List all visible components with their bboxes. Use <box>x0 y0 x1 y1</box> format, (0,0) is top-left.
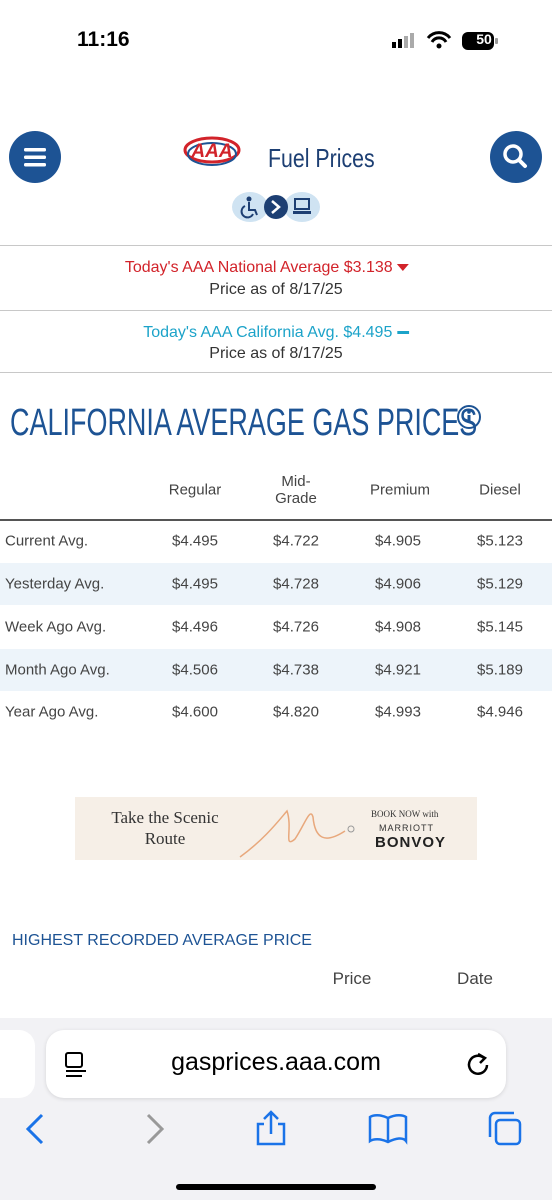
price-cell: $4.496 <box>172 618 218 636</box>
records-column: Price <box>332 969 372 988</box>
bookmarks-button[interactable] <box>368 1114 408 1145</box>
back-button[interactable] <box>25 1113 44 1145</box>
price-cell: $5.189 <box>477 661 523 679</box>
price-cell: $4.506 <box>172 661 218 679</box>
reader-icon[interactable] <box>62 1050 90 1078</box>
ad-tagline: Take the Scenic Route <box>111 808 219 848</box>
national-text: Today's AAA National Average $3.138 <box>124 259 393 276</box>
price-cell: $4.820 <box>273 703 319 721</box>
price-cell: $4.722 <box>273 532 319 550</box>
ad-banner[interactable]: Take the Scenic Route BOOK NOW with MARR… <box>75 797 477 860</box>
national-date: Price as of 8/17/25 <box>209 281 343 298</box>
down-arrow <box>397 264 410 271</box>
ad-cta: BOOK NOW with <box>371 809 439 819</box>
state-average: Today's AAA California Avg. $4.495 <box>143 324 409 342</box>
column-header: Premium <box>370 481 431 499</box>
address-bar[interactable] <box>46 1030 506 1098</box>
row-label: Current Avg. <box>5 532 89 550</box>
ad-brand: BONVOY <box>375 834 447 851</box>
national-average: Today's AAA National Average $3.138 <box>124 259 410 277</box>
price-cell: $4.921 <box>375 661 421 679</box>
tabs-button[interactable] <box>488 1111 522 1146</box>
share-button[interactable] <box>256 1110 286 1146</box>
battery-level: 50 <box>476 31 492 47</box>
column-header: Regular <box>168 481 222 499</box>
divider <box>0 372 552 373</box>
table-header-rule <box>0 519 552 521</box>
info-icon[interactable] <box>456 404 482 430</box>
column-header: Diesel <box>479 481 521 499</box>
price-cell: $4.728 <box>273 575 319 593</box>
row-label: Week Ago Avg. <box>5 618 107 636</box>
state-text: Today's AAA California Avg. $4.495 <box>143 324 393 341</box>
accessibility-button[interactable] <box>230 190 324 226</box>
records-title: HIGHEST RECORDED AVERAGE PRICE <box>12 932 312 949</box>
status-time: 11:16 <box>77 28 130 51</box>
row-stripe <box>0 563 552 605</box>
ad-swirl <box>239 809 355 858</box>
price-cell: $4.495 <box>172 575 218 593</box>
price-cell: $4.993 <box>375 703 421 721</box>
price-cell: $4.906 <box>375 575 421 593</box>
search-button[interactable] <box>490 131 542 183</box>
reload-button[interactable] <box>464 1050 492 1078</box>
price-cell: $5.129 <box>477 575 523 593</box>
price-cell: $4.908 <box>375 618 421 636</box>
divider <box>0 310 552 311</box>
row-stripe <box>0 649 552 691</box>
home-indicator <box>176 1184 376 1190</box>
divider <box>0 245 552 246</box>
price-cell: $4.738 <box>273 661 319 679</box>
price-cell: $5.123 <box>477 532 523 550</box>
row-label: Year Ago Avg. <box>5 703 99 721</box>
records-column: Date <box>457 969 493 988</box>
ad-brand-top: MARRIOTT <box>379 823 434 833</box>
price-cell: $4.726 <box>273 618 319 636</box>
page-title: Fuel Prices <box>268 143 375 173</box>
flat-indicator <box>396 331 409 334</box>
row-label: Yesterday Avg. <box>5 575 105 593</box>
status-icons <box>392 31 498 50</box>
section-heading: CALIFORNIA AVERAGE GAS PRICES <box>10 402 478 444</box>
state-date: Price as of 8/17/25 <box>209 345 343 362</box>
menu-button[interactable] <box>9 131 61 183</box>
price-cell: $4.946 <box>477 703 523 721</box>
url[interactable]: gasprices.aaa.com <box>171 1048 381 1076</box>
column-header: Mid-Grade <box>275 473 317 507</box>
price-cell: $4.600 <box>172 703 218 721</box>
aaa-logo[interactable]: AAA <box>182 133 242 175</box>
forward-button[interactable] <box>146 1113 165 1145</box>
row-label: Month Ago Avg. <box>5 661 110 679</box>
price-cell: $4.905 <box>375 532 421 550</box>
price-cell: $4.495 <box>172 532 218 550</box>
price-cell: $5.145 <box>477 618 523 636</box>
logo-text: AAA <box>190 141 232 162</box>
previous-tab[interactable] <box>0 1030 35 1098</box>
toolbar-buttons <box>25 1110 522 1146</box>
